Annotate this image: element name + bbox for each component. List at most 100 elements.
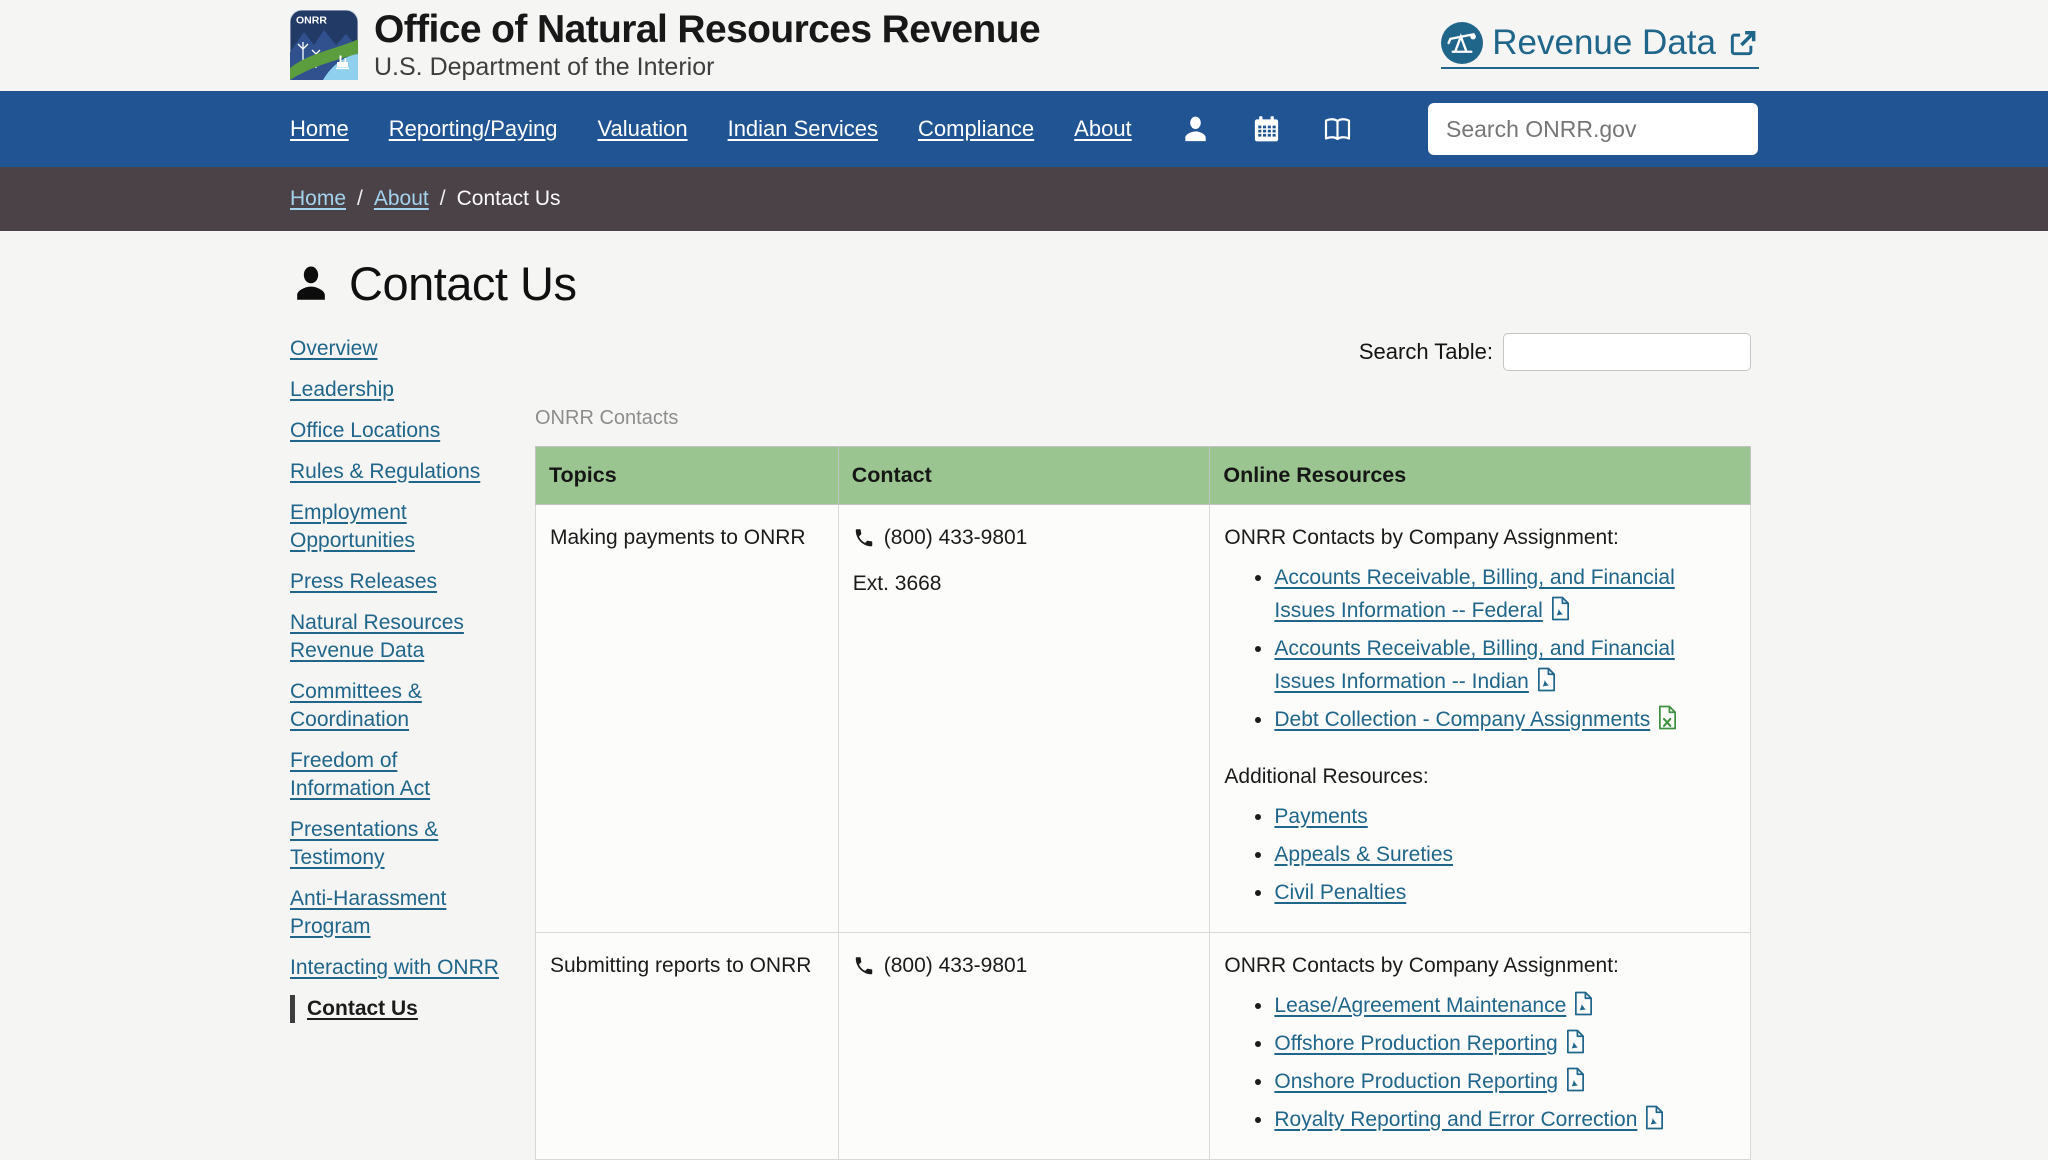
sidebar-link-natural-resources-revenue-data[interactable]: Natural Resources Revenue Data bbox=[290, 611, 464, 662]
resource-heading: ONRR Contacts by Company Assignment: bbox=[1224, 526, 1619, 549]
site-subtitle: U.S. Department of the Interior bbox=[374, 52, 715, 81]
calendar-icon bbox=[1251, 114, 1282, 145]
main-content: Contact Us Overview Leadership Office Loca… bbox=[0, 256, 2048, 1160]
sidebar-link-anti-harassment-program[interactable]: Anti-Harassment Program bbox=[290, 887, 447, 938]
sidebar-item-freedom-of-information-act[interactable]: Freedom of Information Act bbox=[290, 747, 508, 803]
sidebar-link-interacting-with-onrr[interactable]: Interacting with ONRR bbox=[290, 956, 499, 979]
sidebar-link-presentations-testimony[interactable]: Presentations & Testimony bbox=[290, 818, 439, 869]
resource-list: Lease/Agreement Maintenance Offshore Prod… bbox=[1224, 989, 1736, 1136]
nav-user-link[interactable] bbox=[1180, 114, 1211, 145]
contact-cell: (800) 433-9801 Ext. 3668 bbox=[837, 504, 1211, 933]
resource-link-offshore-production-reporting[interactable]: Offshore Production Reporting bbox=[1274, 1032, 1558, 1055]
resource-link-item: Civil Penalties bbox=[1274, 876, 1736, 909]
resource-link-civil-penalties[interactable]: Civil Penalties bbox=[1274, 881, 1407, 904]
pdf-file-icon bbox=[1550, 596, 1571, 621]
resource-link-item: Accounts Receivable, Billing, and Financ… bbox=[1274, 632, 1736, 698]
table-row: Making payments to ONRR (800) 433-9801 Ext… bbox=[535, 504, 1751, 933]
breadcrumb: Home / About / Contact Us bbox=[290, 187, 560, 211]
table-row: Submitting reports to ONRR (800) 433-9801… bbox=[535, 932, 1751, 1160]
table-area: Search Table: ONRR Contacts Topics Contac… bbox=[535, 319, 1751, 1160]
resource-heading: Additional Resources: bbox=[1224, 765, 1429, 788]
phone-icon bbox=[853, 527, 875, 549]
sidebar-item-press-releases[interactable]: Press Releases bbox=[290, 568, 508, 596]
site-header: ONRR Office of Natural Resources Revenue… bbox=[0, 0, 2048, 91]
breadcrumb-link-about[interactable]: About bbox=[373, 187, 429, 210]
resource-link-accounts-receivable-billing-and-financial-issues-information-indian[interactable]: Accounts Receivable, Billing, and Financ… bbox=[1274, 637, 1675, 693]
resource-link-accounts-receivable-billing-and-financial-issues-information-federal[interactable]: Accounts Receivable, Billing, and Financ… bbox=[1274, 566, 1675, 622]
sidebar-link-contact-us[interactable]: Contact Us bbox=[307, 997, 418, 1020]
nav-links: Home Reporting/Paying Valuation Indian Serv… bbox=[290, 116, 1132, 142]
column-header-online-resources: Online Resources bbox=[1209, 446, 1751, 505]
sidebar-item-natural-resources-revenue-data[interactable]: Natural Resources Revenue Data bbox=[290, 609, 508, 665]
nav-item-indian-services[interactable]: Indian Services bbox=[727, 116, 878, 141]
sidebar-link-committees-coordination[interactable]: Committees & Coordination bbox=[290, 680, 422, 731]
resource-link-onshore-production-reporting[interactable]: Onshore Production Reporting bbox=[1274, 1070, 1559, 1093]
sidebar-item-employment-opportunities[interactable]: Employment Opportunities bbox=[290, 499, 508, 555]
user-icon bbox=[1180, 114, 1211, 145]
sidebar-link-freedom-of-information-act[interactable]: Freedom of Information Act bbox=[290, 749, 431, 800]
resource-link-item: Lease/Agreement Maintenance bbox=[1274, 989, 1736, 1022]
sidebar-link-overview[interactable]: Overview bbox=[290, 337, 378, 360]
sidebar-item-interacting-with-onrr[interactable]: Interacting with ONRR bbox=[290, 954, 508, 982]
revenue-data-link[interactable]: Revenue Data bbox=[1441, 22, 1759, 69]
sidebar-item-leadership[interactable]: Leadership bbox=[290, 376, 508, 404]
brand-text: Office of Natural Resources Revenue U.S.… bbox=[374, 9, 1041, 81]
breadcrumb-separator: / bbox=[439, 187, 446, 210]
sidebar-item-contact-us[interactable]: Contact Us bbox=[290, 995, 508, 1023]
nav-library-link[interactable] bbox=[1322, 114, 1353, 145]
resource-list: Accounts Receivable, Billing, and Financ… bbox=[1224, 561, 1736, 736]
sidebar-item-anti-harassment-program[interactable]: Anti-Harassment Program bbox=[290, 885, 508, 941]
phone-number: (800) 433-9801 bbox=[883, 954, 1028, 977]
resource-section: ONRR Contacts by Company Assignment: Acco… bbox=[1224, 523, 1736, 736]
resource-section: Additional Resources: Payments Appeals & S… bbox=[1224, 762, 1736, 909]
book-icon bbox=[1322, 114, 1353, 145]
resource-link-debt-collection-company-assignments[interactable]: Debt Collection - Company Assignments bbox=[1274, 708, 1651, 731]
resource-link-appeals-sureties[interactable]: Appeals & Sureties bbox=[1274, 843, 1453, 866]
resource-link-payments[interactable]: Payments bbox=[1274, 805, 1368, 828]
onrr-logo-image: ONRR bbox=[290, 10, 358, 81]
revenue-data-label: Revenue Data bbox=[1492, 23, 1716, 62]
pdf-file-icon bbox=[1536, 667, 1557, 692]
resource-link-royalty-reporting-and-error-correction[interactable]: Royalty Reporting and Error Correction bbox=[1274, 1108, 1638, 1131]
pdf-file-icon bbox=[1573, 991, 1594, 1016]
pdf-file-icon bbox=[1565, 1029, 1586, 1054]
phone-icon bbox=[853, 955, 875, 977]
sidebar-item-presentations-testimony[interactable]: Presentations & Testimony bbox=[290, 816, 508, 872]
nav-calendar-link[interactable] bbox=[1251, 114, 1282, 145]
resource-heading: ONRR Contacts by Company Assignment: bbox=[1224, 954, 1619, 977]
topic-text: Making payments to ONRR bbox=[550, 526, 806, 549]
sidebar-item-committees-coordination[interactable]: Committees & Coordination bbox=[290, 678, 508, 734]
pdf-file-icon bbox=[1565, 1067, 1586, 1092]
topic-cell: Making payments to ONRR bbox=[535, 504, 839, 933]
resource-link-lease-agreement-maintenance[interactable]: Lease/Agreement Maintenance bbox=[1274, 994, 1567, 1017]
resource-link-item: Appeals & Sureties bbox=[1274, 838, 1736, 871]
column-header-contact: Contact bbox=[837, 446, 1211, 505]
resource-link-item: Offshore Production Reporting bbox=[1274, 1027, 1736, 1060]
breadcrumb-link-home[interactable]: Home bbox=[290, 187, 347, 210]
sidebar-link-office-locations[interactable]: Office Locations bbox=[290, 419, 441, 442]
onrr-logo[interactable]: ONRR bbox=[290, 10, 358, 81]
main-nav: Home Reporting/Paying Valuation Indian Serv… bbox=[0, 91, 2048, 167]
sidebar-item-overview[interactable]: Overview bbox=[290, 335, 508, 363]
sidebar-link-press-releases[interactable]: Press Releases bbox=[290, 570, 438, 593]
site-search-input[interactable] bbox=[1428, 103, 1758, 155]
resources-cell: ONRR Contacts by Company Assignment: Acco… bbox=[1209, 504, 1751, 933]
sidebar-link-rules-regulations[interactable]: Rules & Regulations bbox=[290, 460, 481, 483]
nav-item-about[interactable]: About bbox=[1074, 116, 1132, 141]
breadcrumb-bar: Home / About / Contact Us bbox=[0, 167, 2048, 231]
person-icon bbox=[290, 260, 332, 308]
resource-list: Payments Appeals & Sureties Civil Penaltie… bbox=[1224, 800, 1736, 909]
nav-item-compliance[interactable]: Compliance bbox=[918, 116, 1035, 141]
resource-link-item: Onshore Production Reporting bbox=[1274, 1065, 1736, 1098]
sidebar-item-rules-regulations[interactable]: Rules & Regulations bbox=[290, 458, 508, 486]
table-search-input[interactable] bbox=[1503, 333, 1751, 371]
breadcrumb-separator: / bbox=[357, 187, 363, 210]
table-tools: Search Table: bbox=[535, 319, 1751, 371]
sidebar-item-office-locations[interactable]: Office Locations bbox=[290, 417, 508, 445]
nav-item-home[interactable]: Home bbox=[290, 116, 349, 141]
sidebar-link-employment-opportunities[interactable]: Employment Opportunities bbox=[290, 501, 415, 552]
nav-item-valuation[interactable]: Valuation bbox=[597, 116, 688, 141]
external-link-icon bbox=[1727, 27, 1759, 59]
nav-item-reporting-paying[interactable]: Reporting/Paying bbox=[388, 116, 558, 141]
sidebar-link-leadership[interactable]: Leadership bbox=[290, 378, 394, 401]
